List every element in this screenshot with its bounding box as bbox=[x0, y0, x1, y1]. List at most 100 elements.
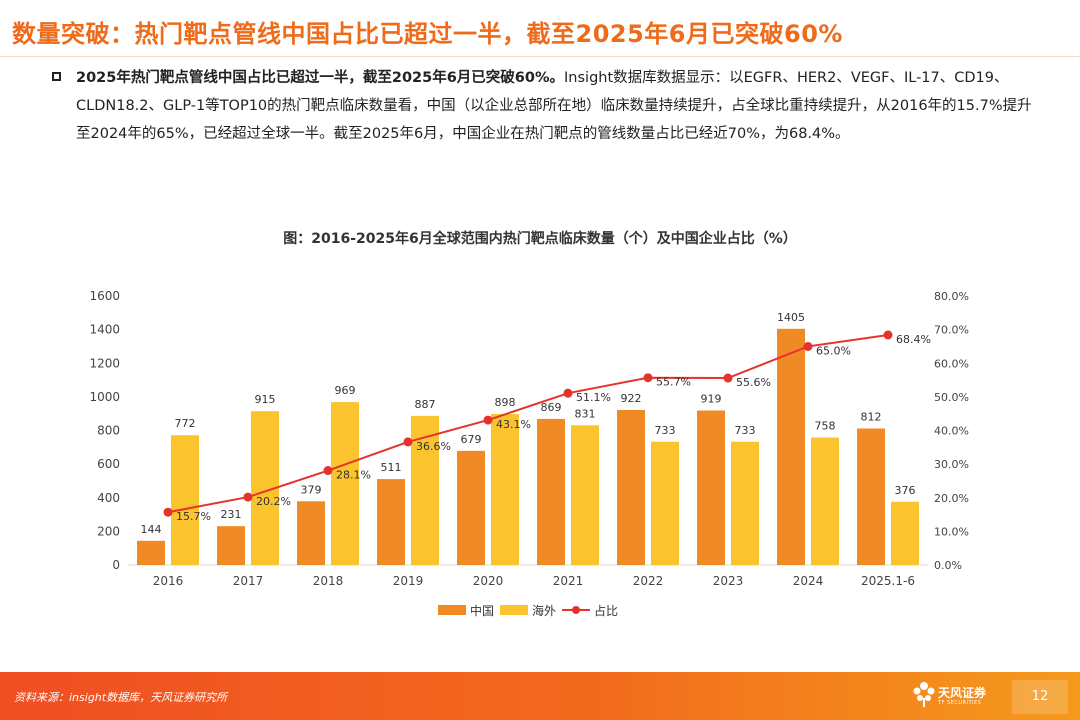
bar-china bbox=[457, 450, 485, 565]
share-point bbox=[643, 373, 653, 383]
bar-overseas-label: 898 bbox=[495, 396, 516, 409]
bar-china-label: 1405 bbox=[777, 311, 805, 324]
share-label: 68.4% bbox=[896, 333, 931, 346]
share-label: 65.0% bbox=[816, 344, 851, 357]
bar-china bbox=[617, 409, 645, 565]
x-tick-label: 2016 bbox=[153, 574, 184, 588]
bar-china-label: 812 bbox=[861, 410, 882, 423]
y-right-tick-label: 50.0% bbox=[934, 391, 969, 404]
logo-subtitle: TF SECURITIES bbox=[938, 700, 982, 706]
share-label: 20.2% bbox=[256, 495, 291, 508]
y-left-tick-label: 400 bbox=[97, 491, 120, 505]
y-right-tick-label: 30.0% bbox=[934, 458, 969, 471]
company-logo: 天风证券 TF SECURITIES bbox=[912, 680, 1002, 714]
bar-overseas-label: 831 bbox=[575, 407, 596, 420]
share-label: 36.6% bbox=[416, 440, 451, 453]
footer-bar: 资料来源：insight数据库，天风证券研究所 天风证券 TF SECURITI… bbox=[0, 672, 1080, 720]
share-point bbox=[883, 330, 893, 340]
y-right-tick-label: 80.0% bbox=[934, 290, 969, 303]
bar-overseas bbox=[491, 414, 519, 565]
bar-overseas bbox=[171, 435, 199, 565]
share-point bbox=[483, 415, 493, 425]
bar-overseas bbox=[731, 441, 759, 565]
flower-logo-icon bbox=[913, 682, 935, 707]
y-left-tick-label: 1000 bbox=[89, 390, 120, 404]
share-label: 55.6% bbox=[736, 376, 771, 389]
y-right-tick-label: 60.0% bbox=[934, 357, 969, 370]
bar-china-label: 231 bbox=[221, 508, 242, 521]
chart-title: 图：2016-2025年6月全球范围内热门靶点临床数量（个）及中国企业占比（%） bbox=[283, 231, 797, 247]
summary-text: Insight数据库数据显示：以EGFR、HER2、VEGF、IL-17、CD1… bbox=[76, 70, 1032, 142]
bar-line-chart: 0 200 400 600 800 1000 1200 1400 1600 0.0% 10.0% 20… bbox=[89, 289, 969, 618]
y-left-tick-label: 600 bbox=[97, 457, 120, 471]
bar-china-label: 869 bbox=[541, 401, 562, 414]
share-point bbox=[163, 507, 173, 517]
legend-label: 中国 bbox=[470, 603, 494, 618]
y-right-tick-label: 20.0% bbox=[934, 492, 969, 505]
bar-overseas-label: 733 bbox=[655, 424, 676, 437]
x-tick-label: 2023 bbox=[713, 574, 744, 588]
bar-overseas-label: 915 bbox=[255, 393, 276, 406]
source-note: 资料来源：insight数据库，天风证券研究所 bbox=[14, 691, 228, 704]
bar-china-label: 922 bbox=[621, 392, 642, 405]
x-tick-label: 2018 bbox=[313, 574, 344, 588]
y-right-tick-label: 0.0% bbox=[934, 559, 962, 572]
bar-china bbox=[137, 540, 165, 565]
share-point bbox=[803, 341, 813, 351]
share-point bbox=[563, 388, 573, 398]
bar-china-label: 379 bbox=[301, 483, 322, 496]
bar-overseas bbox=[571, 425, 599, 565]
bar-overseas bbox=[811, 437, 839, 565]
legend-swatch-share-dot bbox=[572, 606, 580, 614]
bar-china bbox=[537, 418, 565, 565]
share-point bbox=[323, 466, 333, 476]
share-point bbox=[723, 373, 733, 383]
bar-china bbox=[857, 428, 885, 565]
y-left-tick-label: 1200 bbox=[89, 356, 120, 370]
legend-label: 海外 bbox=[532, 603, 556, 618]
bar-overseas-label: 758 bbox=[815, 420, 836, 433]
share-label: 43.1% bbox=[496, 418, 531, 431]
summary-lead: 2025年热门靶点管线中国占比已超过一半，截至2025年6月已突破60%。 bbox=[76, 70, 565, 86]
bar-china bbox=[777, 328, 805, 565]
bar-overseas-label: 772 bbox=[175, 417, 196, 430]
bar-overseas-label: 733 bbox=[735, 424, 756, 437]
y-left-tick-label: 800 bbox=[97, 424, 120, 438]
share-line bbox=[167, 334, 889, 514]
bar-overseas bbox=[331, 402, 359, 565]
bar-china bbox=[297, 501, 325, 565]
y-left-tick-label: 1600 bbox=[89, 289, 120, 303]
legend-label: 占比 bbox=[594, 603, 618, 618]
y-right-tick-label: 10.0% bbox=[934, 525, 969, 538]
page-title: 数量突破：热门靶点管线中国占比已超过一半，截至2025年6月已突破60% bbox=[12, 20, 843, 48]
share-point bbox=[243, 492, 253, 502]
bullet-square-icon bbox=[52, 72, 61, 81]
logo-name: 天风证券 bbox=[938, 686, 987, 700]
y-right-tick-label: 40.0% bbox=[934, 425, 969, 438]
share-label: 28.1% bbox=[336, 469, 371, 482]
legend-swatch-overseas bbox=[500, 605, 528, 615]
bar-china-label: 144 bbox=[141, 523, 162, 536]
bar-china-label: 919 bbox=[701, 392, 722, 405]
y-right-tick-label: 70.0% bbox=[934, 324, 969, 337]
bar-overseas bbox=[651, 441, 679, 565]
y-left-tick-label: 200 bbox=[97, 524, 120, 538]
share-label: 15.7% bbox=[176, 510, 211, 523]
x-tick-label: 2025.1-6 bbox=[861, 574, 915, 588]
bar-china bbox=[377, 479, 405, 565]
x-tick-label: 2024 bbox=[793, 574, 824, 588]
share-label: 51.1% bbox=[576, 391, 611, 404]
bar-china bbox=[217, 526, 245, 565]
bar-overseas bbox=[891, 501, 919, 565]
bar-overseas-label: 887 bbox=[415, 398, 436, 411]
y-left-tick-label: 1400 bbox=[89, 323, 120, 337]
page-number: 12 bbox=[1012, 680, 1068, 714]
x-tick-label: 2022 bbox=[633, 574, 664, 588]
bar-china-label: 511 bbox=[381, 461, 402, 474]
x-tick-label: 2020 bbox=[473, 574, 504, 588]
bar-overseas-label: 376 bbox=[895, 484, 916, 497]
share-point bbox=[403, 437, 413, 447]
x-tick-label: 2021 bbox=[553, 574, 584, 588]
x-tick-label: 2017 bbox=[233, 574, 264, 588]
bar-china bbox=[697, 410, 725, 565]
